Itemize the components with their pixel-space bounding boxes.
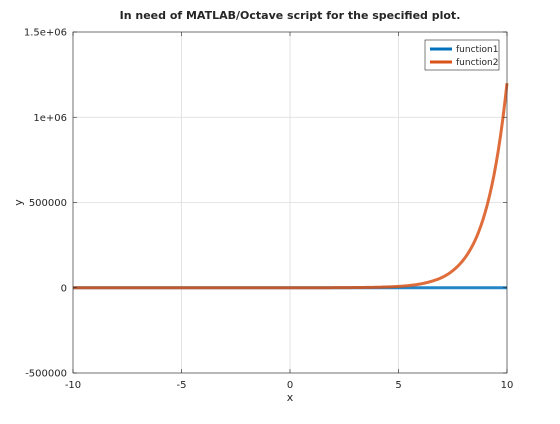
- series-lines: [73, 82, 509, 290]
- legend-box: [424, 39, 500, 71]
- y-tick-label: 500000: [29, 198, 67, 209]
- y-tick-label: 1.5e+06: [24, 28, 67, 39]
- x-tick-label: -10: [65, 380, 81, 391]
- x-axis-label: x: [287, 391, 294, 404]
- y-tick-label: -500000: [25, 369, 67, 380]
- x-tick-label: -5: [177, 380, 187, 391]
- axis-ticks: -10 -5 0 5 10 -500000 0 500000 1e+06 1.5e+06: [24, 28, 514, 392]
- series-line-function2: [73, 82, 509, 290]
- x-tick-label: 0: [287, 380, 293, 391]
- legend-label: function2: [456, 58, 499, 68]
- y-tick-label: 1e+06: [33, 113, 67, 124]
- y-axis-label: y: [12, 199, 25, 206]
- x-tick-label: 10: [501, 380, 514, 391]
- legend-label: function1: [456, 45, 499, 55]
- x-tick-label: 5: [395, 380, 401, 391]
- chart-title: In need of MATLAB/Octave script for the …: [120, 9, 461, 22]
- y-tick-label: 0: [61, 283, 67, 294]
- legend: function1 function2: [424, 39, 500, 71]
